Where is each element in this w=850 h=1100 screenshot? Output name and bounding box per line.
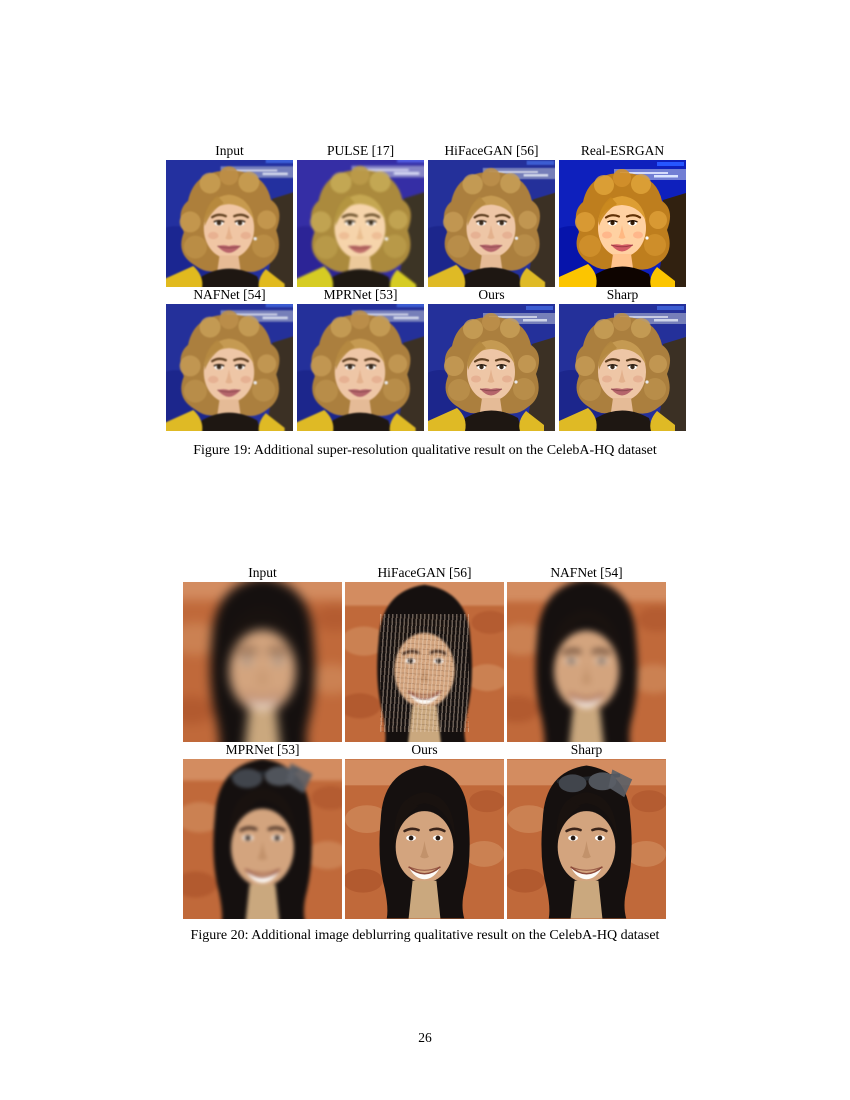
portrait-image <box>559 160 686 287</box>
portrait-image <box>297 304 424 431</box>
method-label: MPRNet [53] <box>225 742 300 757</box>
figure-19: Input PULSE [17] HiFaceGAN [56] Real-ESR… <box>166 143 686 431</box>
fig20-cell-sharp: Sharp <box>507 742 666 919</box>
figure-19-row-2: NAFNet [54] MPRNet [53] Ours Sharp <box>166 287 686 431</box>
method-label: Input <box>215 143 244 158</box>
figure-19-caption: Figure 19: Additional super-resolution q… <box>193 443 657 458</box>
figure-20-caption: Figure 20: Additional image deblurring q… <box>190 928 660 943</box>
portrait-image <box>166 304 293 431</box>
method-label: Ours <box>478 287 505 302</box>
fig19-cell-input: Input <box>166 143 293 287</box>
portrait-image <box>183 582 342 742</box>
fig19-cell-sharp: Sharp <box>559 287 686 431</box>
page-number: 26 <box>418 1030 432 1045</box>
fig19-cell-realesrgan: Real-ESRGAN <box>559 143 686 287</box>
fig20-cell-mprnet: MPRNet [53] <box>183 742 342 919</box>
fig19-image-nafnet <box>166 304 293 431</box>
method-label: Sharp <box>606 287 639 302</box>
method-label: Input <box>248 565 277 580</box>
fig19-cell-pulse: PULSE [17] <box>297 143 424 287</box>
fig19-image-input <box>166 160 293 287</box>
fig20-image-sharp <box>507 759 666 919</box>
portrait-image <box>345 759 504 919</box>
portrait-image <box>559 304 686 431</box>
fig20-cell-ours: Ours <box>345 742 504 919</box>
figure-20-row-1: Input HiFaceGAN [56] NAFNet [54] <box>183 565 666 742</box>
figure-19-row-1: Input PULSE [17] HiFaceGAN [56] Real-ESR… <box>166 143 686 287</box>
fig20-cell-hifacegan: HiFaceGAN [56] <box>345 565 504 742</box>
portrait-image <box>428 304 555 431</box>
method-label: Real-ESRGAN <box>580 143 665 158</box>
method-label: NAFNet [54] <box>550 565 623 580</box>
portrait-image <box>507 582 666 742</box>
fig19-image-mprnet <box>297 304 424 431</box>
fig19-image-ours <box>428 304 555 431</box>
fig20-cell-nafnet: NAFNet [54] <box>507 565 666 742</box>
method-label: PULSE [17] <box>326 143 395 158</box>
figure-20-row-2: MPRNet [53] Ours Sharp <box>183 742 666 919</box>
figure-20: Input HiFaceGAN [56] NAFNet [54] MPRN <box>183 565 666 919</box>
fig19-cell-ours: Ours <box>428 287 555 431</box>
portrait-image <box>345 582 504 742</box>
fig19-cell-hifacegan: HiFaceGAN [56] <box>428 143 555 287</box>
portrait-image <box>507 759 666 919</box>
portrait-image <box>297 160 424 287</box>
method-label: HiFaceGAN [56] <box>377 565 472 580</box>
portrait-image <box>183 759 342 919</box>
method-label: Ours <box>411 742 438 757</box>
fig19-image-sharp <box>559 304 686 431</box>
fig19-cell-nafnet: NAFNet [54] <box>166 287 293 431</box>
portrait-image <box>166 160 293 287</box>
fig19-image-hifacegan <box>428 160 555 287</box>
method-label: HiFaceGAN [56] <box>444 143 539 158</box>
fig20-cell-input: Input <box>183 565 342 742</box>
portrait-image <box>428 160 555 287</box>
fig20-image-ours <box>345 759 504 919</box>
fig20-image-mprnet <box>183 759 342 919</box>
fig19-image-realesrgan <box>559 160 686 287</box>
method-label: NAFNet [54] <box>193 287 266 302</box>
fig19-image-pulse <box>297 160 424 287</box>
fig20-image-hifacegan <box>345 582 504 742</box>
fig20-image-nafnet <box>507 582 666 742</box>
method-label: MPRNet [53] <box>323 287 398 302</box>
method-label: Sharp <box>570 742 603 757</box>
fig20-image-input <box>183 582 342 742</box>
fig19-cell-mprnet: MPRNet [53] <box>297 287 424 431</box>
